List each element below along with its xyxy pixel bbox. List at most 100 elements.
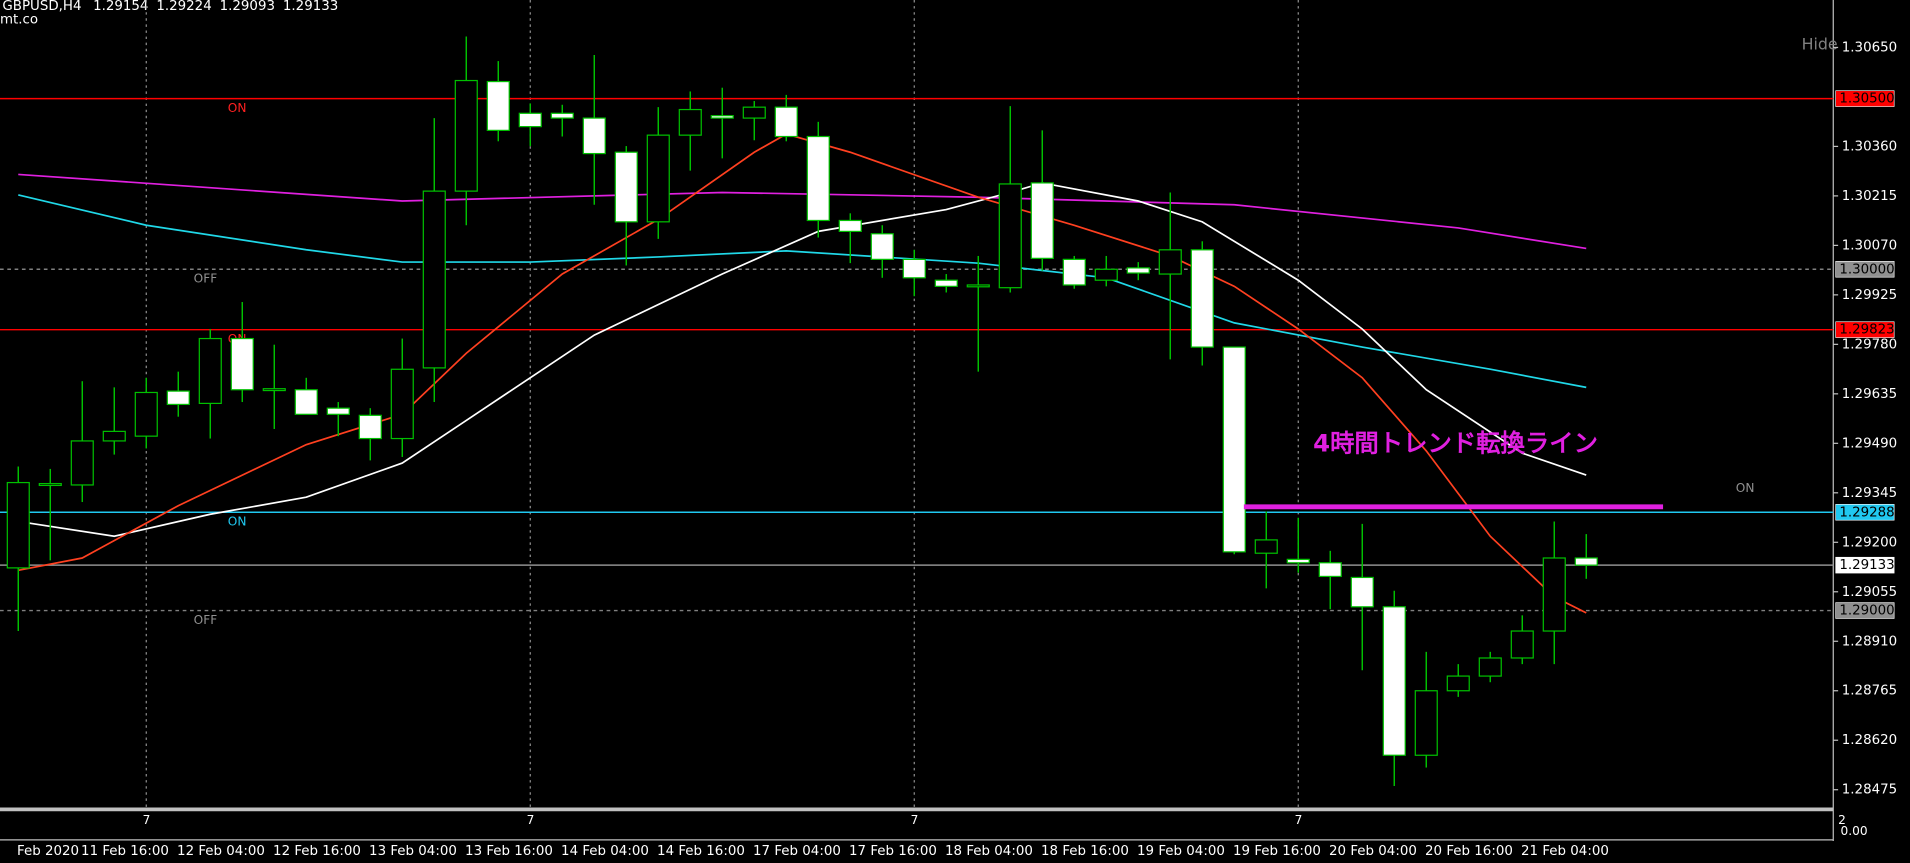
candle-body xyxy=(166,390,190,406)
header-open: 1.29154 xyxy=(93,0,148,14)
price-tag-bg xyxy=(1835,90,1895,107)
candle-body xyxy=(6,481,30,569)
price-tag-bg xyxy=(1835,504,1895,521)
price-tag-bg xyxy=(1835,602,1895,619)
candle-body xyxy=(806,135,830,222)
candle-body xyxy=(294,389,318,415)
hide-button[interactable]: Hide xyxy=(1802,35,1838,54)
price-tag-bg xyxy=(1835,556,1895,574)
y-tick-label: 1.29345 xyxy=(1842,486,1897,501)
candle-body xyxy=(70,440,94,486)
candle-body xyxy=(774,106,798,138)
moving-average xyxy=(18,182,1587,538)
candle-body xyxy=(262,388,286,392)
y-tick-label: 1.30070 xyxy=(1842,238,1897,253)
candle-body xyxy=(838,219,862,232)
x-tick-label: 12 Feb 16:00 xyxy=(273,844,361,859)
candle-body xyxy=(1126,267,1150,274)
y-tick-label: 1.30650 xyxy=(1842,40,1897,55)
candle-body xyxy=(1158,249,1182,275)
candle-body xyxy=(326,407,350,415)
candle-body xyxy=(966,284,990,288)
moving-average xyxy=(18,173,1587,250)
moving-average xyxy=(18,194,1587,389)
candle-body xyxy=(390,368,414,440)
y-tick-label: 1.29490 xyxy=(1842,436,1897,451)
price-tag: 1.29823 xyxy=(1839,323,1894,338)
x-tick-label: 12 Feb 04:00 xyxy=(177,844,265,859)
header-low: 1.29093 xyxy=(220,0,275,14)
x-tick-label: 20 Feb 16:00 xyxy=(1425,844,1513,859)
candle-body xyxy=(678,108,702,136)
grid-label: 7 xyxy=(911,813,919,827)
y-tick-label: 1.29635 xyxy=(1842,387,1897,402)
header-high: 1.29224 xyxy=(156,0,211,14)
candle-body xyxy=(1574,557,1598,566)
candle-body xyxy=(1094,268,1118,281)
price-tag: 1.29000 xyxy=(1839,604,1894,619)
grid-label: 7 xyxy=(527,813,535,827)
y-tick-label: 1.30360 xyxy=(1842,139,1897,154)
candle-body xyxy=(934,279,958,287)
candle-body xyxy=(1190,249,1214,348)
candle-body xyxy=(1542,557,1566,632)
candle-body xyxy=(614,151,638,223)
candle-body xyxy=(1350,576,1374,608)
x-tick-label: 13 Feb 16:00 xyxy=(465,844,553,859)
candle-body xyxy=(1222,346,1246,553)
x-tick-label: 14 Feb 04:00 xyxy=(561,844,649,859)
candle-body xyxy=(1446,675,1470,692)
x-tick-label: 14 Feb 16:00 xyxy=(657,844,745,859)
y-tick-label: 1.28620 xyxy=(1842,733,1897,748)
x-tick-label: 13 Feb 04:00 xyxy=(369,844,457,859)
candle-body xyxy=(1414,690,1438,756)
x-tick-label: 19 Feb 16:00 xyxy=(1233,844,1321,859)
symbol: GBPUSD,H4 xyxy=(2,0,81,14)
price-tag: 1.30500 xyxy=(1839,92,1894,107)
y-tick-label: 1.29925 xyxy=(1842,288,1897,303)
candle-body xyxy=(1062,258,1086,286)
grid-label: 7 xyxy=(1295,813,1303,827)
x-tick-label: 17 Feb 16:00 xyxy=(849,844,937,859)
grid-label: 7 xyxy=(143,813,151,827)
candle-body xyxy=(102,430,126,442)
candle-body xyxy=(1478,657,1502,677)
candle-body xyxy=(38,482,62,487)
candle-body xyxy=(1030,182,1054,259)
header-close: 1.29133 xyxy=(283,0,338,14)
candle-body xyxy=(1382,606,1406,756)
candle-body xyxy=(1510,630,1534,659)
level-status: ON xyxy=(228,515,247,529)
candle-body xyxy=(1318,562,1342,578)
candle-body xyxy=(134,391,158,437)
price-tag: 1.30000 xyxy=(1839,262,1894,277)
x-tick-label: 17 Feb 04:00 xyxy=(753,844,841,859)
level-status: OFF xyxy=(194,272,218,286)
x-tick-label: 11 Feb 16:00 xyxy=(81,844,169,859)
candle-body xyxy=(710,115,734,119)
subwindow-label: 0.00 xyxy=(1841,824,1868,838)
price-tag-bg xyxy=(1835,261,1895,278)
candle-body xyxy=(902,258,926,279)
candle-body xyxy=(486,80,510,131)
candle-body xyxy=(998,183,1022,289)
y-tick-label: 1.28910 xyxy=(1842,634,1897,649)
y-tick-label: 1.28475 xyxy=(1842,783,1897,798)
price-tag-bg xyxy=(1835,321,1895,338)
candle-body xyxy=(454,79,478,192)
level-status: OFF xyxy=(194,613,218,627)
y-tick-label: 1.29200 xyxy=(1842,535,1897,550)
candle-body xyxy=(870,233,894,260)
candle-body xyxy=(422,190,446,369)
x-tick-label: 20 Feb 04:00 xyxy=(1329,844,1417,859)
x-tick-label: Feb 2020 xyxy=(17,844,79,859)
price-tag: 1.29288 xyxy=(1839,505,1894,520)
subwindow-label: 2 xyxy=(1838,813,1846,827)
trend-status: ON xyxy=(1736,481,1755,495)
chart-header: GBPUSD,H4 1.29154 1.29224 1.29093 1.2913… xyxy=(2,0,338,14)
candle-body xyxy=(198,337,222,405)
price-tag: 1.29133 xyxy=(1839,558,1894,573)
level-status: ON xyxy=(228,101,247,115)
candle-body xyxy=(230,337,254,391)
